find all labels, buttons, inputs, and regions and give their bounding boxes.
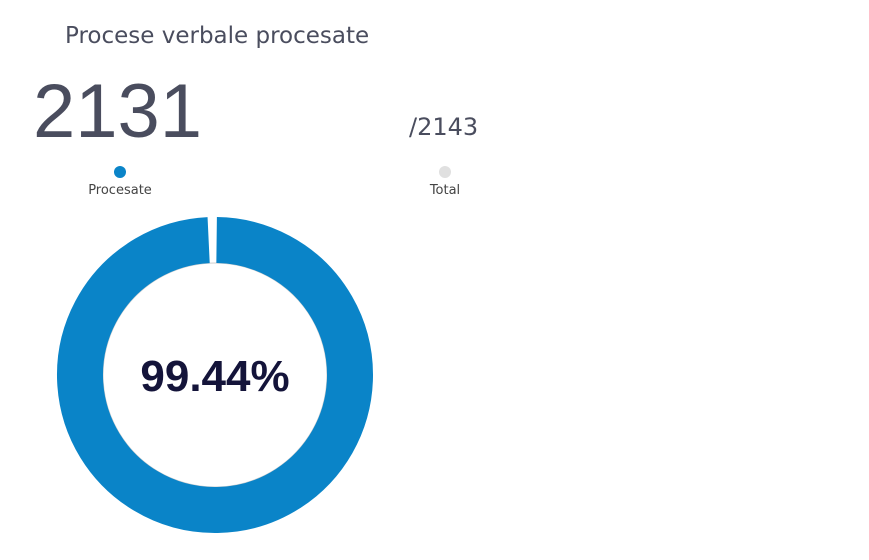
widget-title: Procese verbale procesate <box>65 23 369 49</box>
donut-arc <box>57 217 373 533</box>
legend-dot <box>114 166 126 178</box>
legend-dot <box>439 166 451 178</box>
total-count: /2143 <box>409 113 478 141</box>
legend-label: Total <box>429 183 460 198</box>
legend-label: Procesate <box>88 183 152 198</box>
processed-count: 2131 <box>33 69 202 154</box>
donut-inner <box>102 262 328 488</box>
center-label: 99.44% <box>140 352 289 401</box>
